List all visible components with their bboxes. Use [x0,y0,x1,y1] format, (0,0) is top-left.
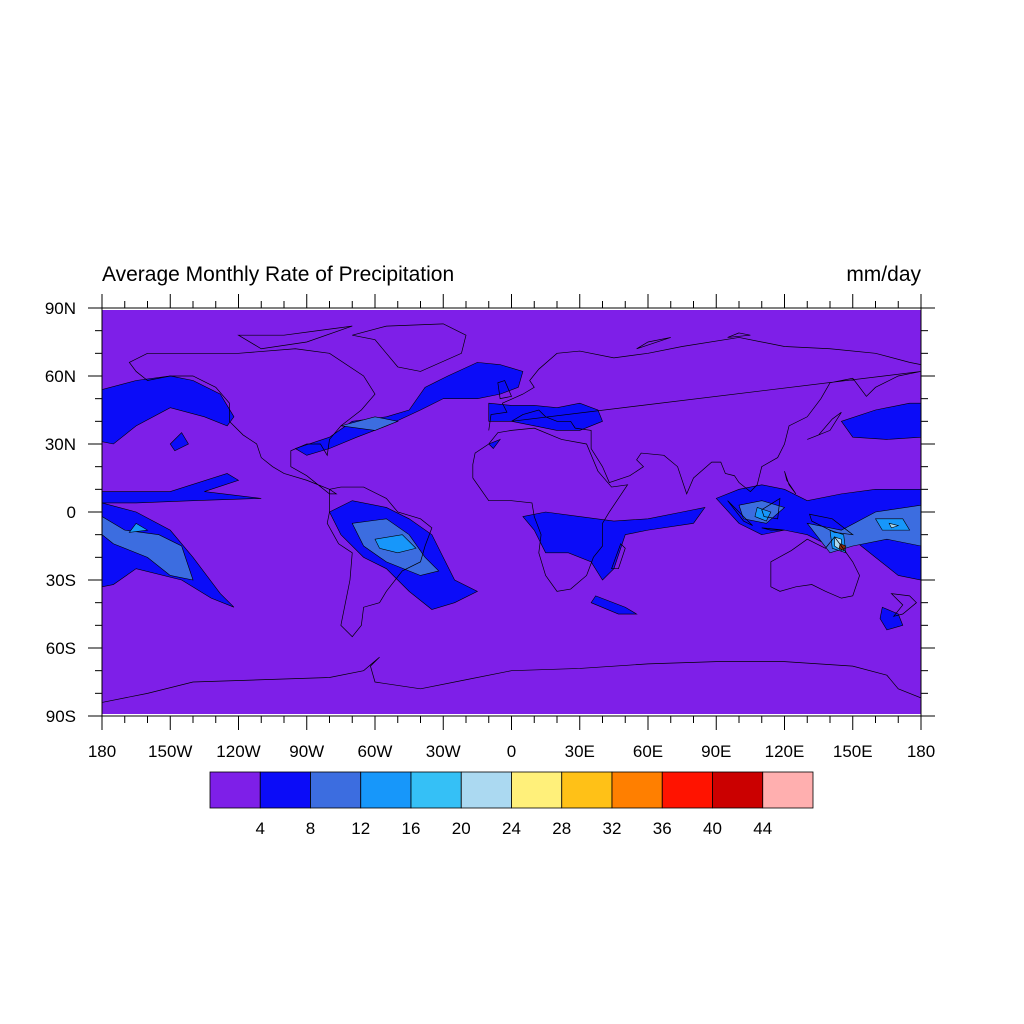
colorbar-box [410,771,462,809]
colorbar-label: 4 [256,819,265,838]
lat-labels: 90N 60N 30N 0 30S 60S 90S [45,299,76,726]
lon-tick-label: 180 [907,742,935,761]
colorbar-label: 20 [452,819,471,838]
colorbar-label: 16 [402,819,421,838]
lat-tick-label: 30N [45,435,76,454]
lon-tick-label: 0 [507,742,516,761]
lon-labels: 180 150W 120W 90W 60W 30W 0 30E 60E 90E 120E 150E 18… [88,742,935,761]
lat-tick-label: 90S [46,707,76,726]
colorbar-label: 12 [351,819,370,838]
lon-tick-label: 150E [833,742,873,761]
axis-ticks [88,294,935,730]
lon-tick-label: 90W [289,742,324,761]
colorbar-label: 32 [603,819,622,838]
colorbar-label: 28 [552,819,571,838]
units-label: mm/day [846,263,921,286]
colorbar-box [460,771,512,809]
colorbar-box [561,771,613,809]
lat-tick-label: 30S [46,571,76,590]
map-content [102,324,921,703]
colorbar-box [712,771,764,809]
lon-tick-label: 150W [148,742,192,761]
colorbar-label: 36 [653,819,672,838]
lon-tick-label: 60E [633,742,663,761]
colorbar: 4 8 12 16 20 24 28 32 36 40 44 [209,771,814,838]
colorbar-box [762,771,814,809]
lat-tick-label: 60S [46,639,76,658]
lat-tick-label: 0 [67,503,76,522]
lon-tick-label: 30W [426,742,461,761]
lon-tick-label: 90E [701,742,731,761]
colorbar-label: 40 [703,819,722,838]
lon-tick-label: 30E [565,742,595,761]
colorbar-box [310,771,362,809]
lon-tick-label: 60W [358,742,393,761]
colorbar-label: 24 [502,819,521,838]
colorbar-box [209,771,261,809]
colorbar-label: 8 [306,819,315,838]
lon-tick-label: 120W [216,742,260,761]
lon-tick-label: 180 [88,742,116,761]
plot-title: Average Monthly Rate of Precipitation [102,263,454,286]
coastlines [102,324,921,703]
lat-tick-label: 90N [45,299,76,318]
colorbar-box [259,771,311,809]
lat-tick-label: 60N [45,367,76,386]
colorbar-box [611,771,663,809]
colorbar-box [360,771,412,809]
colorbar-box [661,771,713,809]
colorbar-box [511,771,563,809]
colorbar-label: 44 [753,819,772,838]
lon-tick-label: 120E [765,742,805,761]
